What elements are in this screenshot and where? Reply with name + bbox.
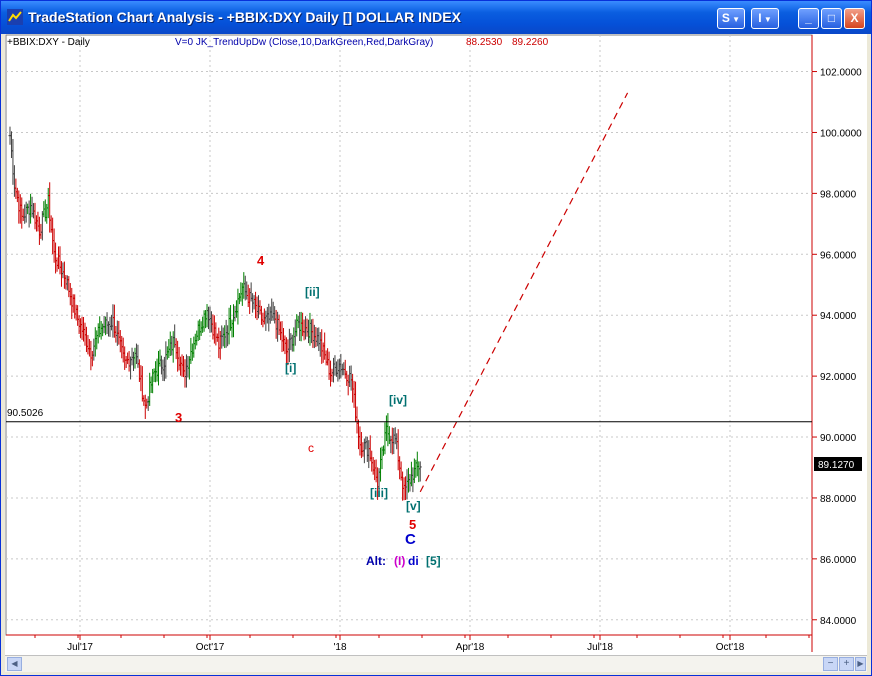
wave-label-c-small: c [308, 441, 314, 455]
price-bars [8, 126, 422, 501]
indicator-dropdown-button[interactable]: I ▼ [751, 8, 779, 29]
date-tick-label: Apr'18 [456, 642, 485, 653]
wave-label-iv: [iv] [389, 393, 407, 407]
style-dropdown-button[interactable]: S ▼ [717, 8, 745, 29]
alt-label-I: (I) [394, 554, 405, 568]
maximize-icon: □ [827, 11, 836, 25]
arrow-right-icon: ▶ [857, 659, 864, 668]
plus-icon: + [843, 658, 850, 669]
price-tick-label: 102.0000 [820, 68, 862, 79]
wave-label-v: [v] [406, 499, 421, 513]
title-bar[interactable]: TradeStation Chart Analysis - +BBIX:DXY … [1, 1, 871, 34]
gridlines [6, 35, 812, 635]
plot-frame [5, 34, 813, 636]
chart-area[interactable]: 102.0000 100.0000 98.0000 96.0000 94.0000 92.… [5, 34, 867, 672]
date-tick-label: '18 [333, 642, 346, 653]
projection-dashed-line [419, 92, 629, 493]
window-title: TradeStation Chart Analysis - +BBIX:DXY … [28, 9, 461, 25]
indicator-label: V=0 JK_TrendUpDw (Close,10,DarkGreen,Red… [175, 37, 433, 48]
wave-label-5: 5 [409, 517, 416, 532]
last-price-label: 89.1270 [818, 460, 855, 471]
style-button-label: S [721, 11, 730, 25]
zoom-out-button[interactable]: − [823, 657, 838, 671]
price-tick-label: 98.0000 [820, 189, 857, 200]
indicator-button-label: I [758, 11, 762, 25]
date-axis-ticks: Jul'17 Oct'17 '18 Apr'18 Jul'18 Oct'18 [34, 635, 810, 653]
price-bar [418, 461, 422, 482]
minimize-icon: _ [805, 11, 812, 25]
zoom-in-button[interactable]: + [839, 657, 854, 671]
wave-label-ii: [ii] [305, 285, 320, 299]
minus-icon: − [827, 658, 834, 669]
indicator-value-2: 89.2260 [512, 37, 549, 48]
price-tick-label: 86.0000 [820, 555, 857, 566]
date-tick-label: Jul'17 [67, 642, 93, 653]
price-tick-label: 100.0000 [820, 128, 862, 139]
price-chart[interactable]: 102.0000 100.0000 98.0000 96.0000 94.0000 92.… [5, 34, 867, 655]
price-tick-label: 92.0000 [820, 372, 857, 383]
wave-label-i: [i] [285, 361, 296, 375]
close-button[interactable]: X [844, 8, 865, 29]
wave-label-3: 3 [175, 410, 182, 425]
price-tick-label: 96.0000 [820, 250, 857, 261]
alt-label: Alt: [366, 554, 386, 568]
price-tick-label: 94.0000 [820, 311, 857, 322]
minimize-button[interactable]: _ [798, 8, 819, 29]
date-tick-label: Oct'17 [196, 642, 225, 653]
wave-label-C: C [405, 531, 416, 548]
date-tick-label: Oct'18 [716, 642, 745, 653]
horizontal-scrollbar[interactable]: ◀ − + ▶ [5, 655, 867, 672]
close-icon: X [850, 11, 859, 25]
horizontal-level-label: 90.5026 [7, 408, 44, 419]
last-price-marker: 89.1270 [814, 457, 862, 471]
tradestation-app-icon [7, 9, 23, 25]
projection-line [419, 92, 629, 493]
price-tick-label: 90.0000 [820, 433, 857, 444]
price-tick-label: 88.0000 [820, 494, 857, 505]
scroll-right-button[interactable]: ▶ [855, 657, 866, 671]
arrow-left-icon: ◀ [11, 659, 18, 668]
wave-label-iii: [iii] [370, 486, 388, 500]
price-tick-label: 84.0000 [820, 616, 857, 627]
alt-label-5: [5] [426, 554, 441, 568]
scroll-left-button[interactable]: ◀ [7, 657, 22, 671]
dropdown-arrow-icon: ▼ [761, 15, 772, 24]
symbol-label: +BBIX:DXY - Daily [7, 37, 90, 48]
price-axis-ticks: 102.0000 100.0000 98.0000 96.0000 94.0000 92.… [812, 68, 862, 627]
maximize-button[interactable]: □ [821, 8, 842, 29]
dropdown-arrow-icon: ▼ [729, 15, 741, 24]
date-tick-label: Jul'18 [587, 642, 613, 653]
alt-label-di: di [408, 554, 419, 568]
indicator-value-1: 88.2530 [466, 37, 503, 48]
wave-label-4: 4 [257, 253, 265, 268]
